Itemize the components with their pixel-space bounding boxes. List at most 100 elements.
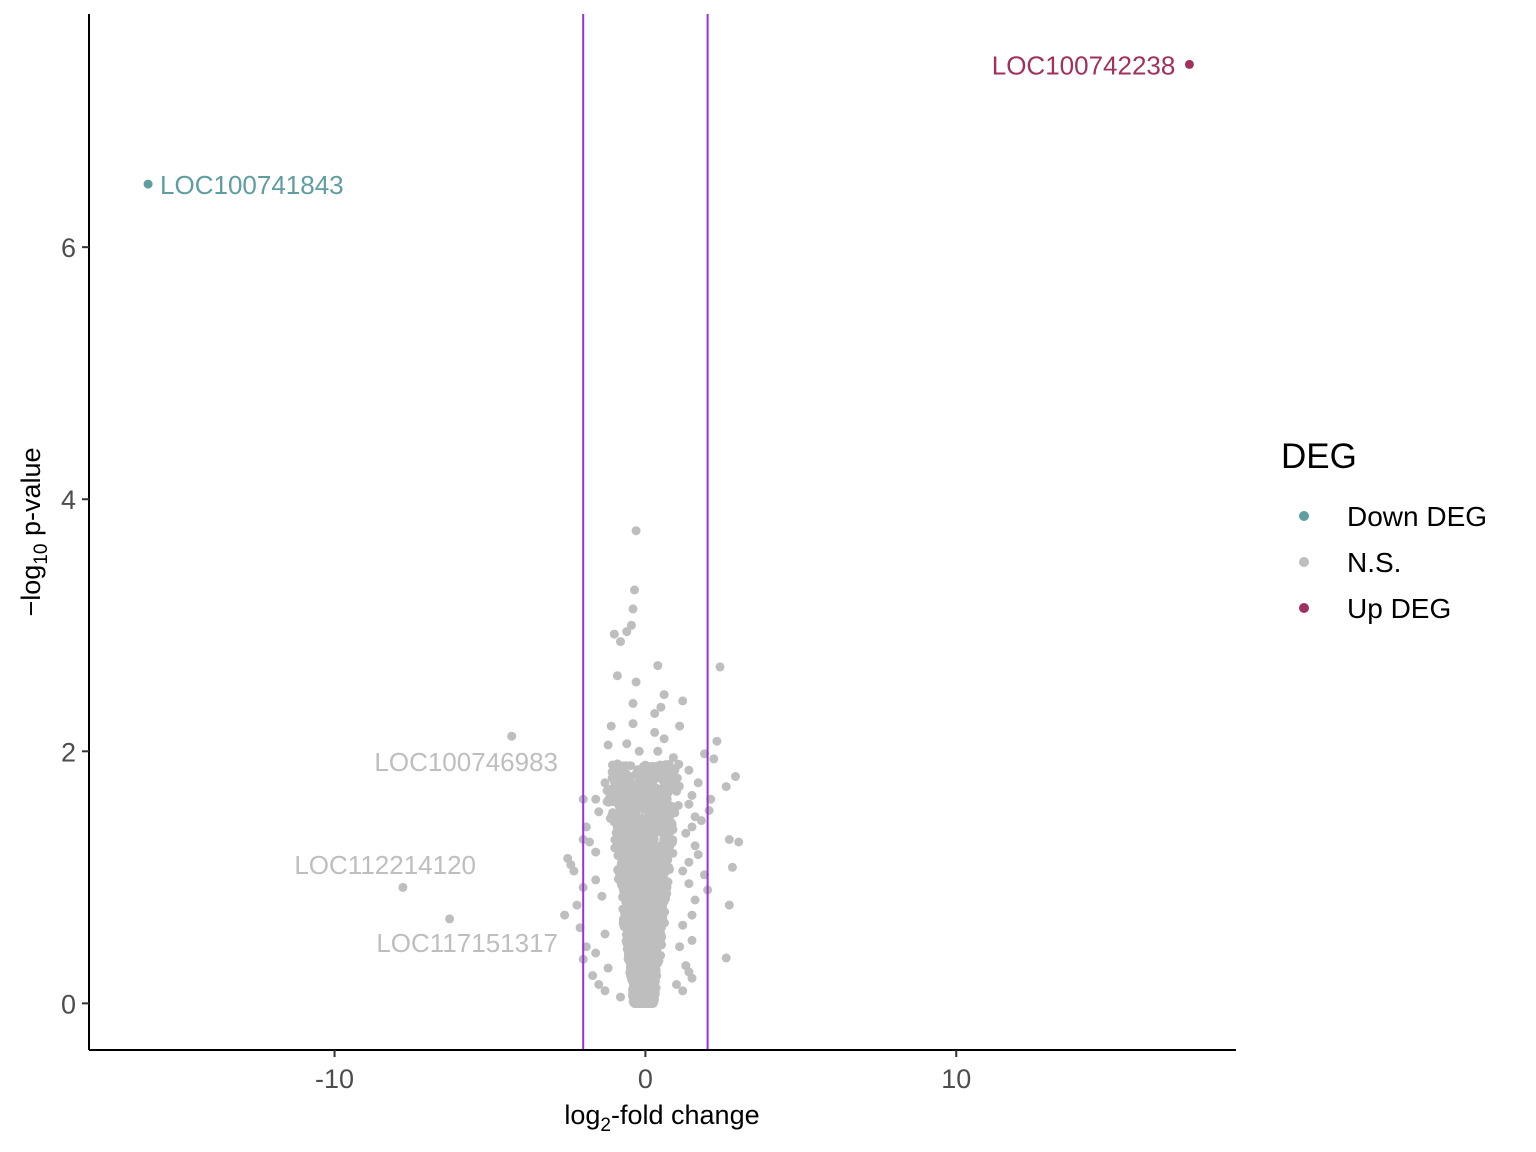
ns-point <box>639 761 649 771</box>
ns-point <box>653 801 663 811</box>
ns-point <box>660 814 670 824</box>
ns-point <box>640 820 650 830</box>
ns-point <box>715 662 725 672</box>
ns-point <box>612 759 622 769</box>
ns-point <box>652 895 662 905</box>
ns-point <box>660 830 670 840</box>
point-label: LOC100742238 <box>992 50 1176 80</box>
ns-point <box>724 900 734 910</box>
ns-point <box>636 904 646 914</box>
ns-point <box>664 759 674 769</box>
ns-point <box>659 690 669 700</box>
threshold-lines <box>582 14 709 1050</box>
ns-point <box>642 927 652 936</box>
ns-point <box>610 791 620 801</box>
ns-point <box>628 719 638 729</box>
ns-point <box>622 627 632 637</box>
legend-items: Down DEG N.S. Up DEG <box>1299 501 1487 624</box>
ns-point <box>638 804 648 814</box>
ns-point <box>684 857 694 867</box>
ns-point <box>681 828 691 838</box>
ns-point <box>619 842 629 852</box>
ns-point <box>672 773 682 783</box>
ns-point <box>620 909 630 919</box>
ns-point <box>609 817 619 827</box>
ns-point <box>678 866 688 876</box>
ns-point <box>653 746 663 756</box>
ns-point <box>633 924 642 934</box>
ns-point <box>569 866 579 876</box>
ns-point <box>640 864 650 874</box>
legend-label: Up DEG <box>1347 593 1451 624</box>
ns-point <box>662 844 672 854</box>
ns-deg-point <box>398 882 408 892</box>
ns-point <box>668 753 678 763</box>
ns-point <box>650 727 660 737</box>
ns-point <box>609 629 619 639</box>
ns-point <box>655 931 665 941</box>
ns-point <box>678 920 688 930</box>
x-tick-label: 0 <box>638 1064 653 1094</box>
ns-point <box>619 769 629 779</box>
ns-point <box>634 966 644 976</box>
ns-point <box>597 891 607 901</box>
ns-point <box>704 806 714 815</box>
ns-point <box>591 847 601 857</box>
ns-point <box>668 767 678 777</box>
ns-point <box>572 900 582 910</box>
ns-point <box>630 893 640 903</box>
tick-marks: -10 0 10 0 2 4 6 <box>61 233 971 1094</box>
ns-point <box>606 721 616 731</box>
point-label: LOC100746983 <box>374 747 558 777</box>
ns-point <box>653 661 663 671</box>
ns-point <box>626 620 636 630</box>
ns-point <box>678 696 688 706</box>
ns-point <box>634 883 644 893</box>
legend: DEG Down DEG N.S. Up DEG <box>1281 437 1487 624</box>
ns-point <box>721 953 731 963</box>
ns-point <box>731 772 740 781</box>
ns-point <box>647 902 657 912</box>
ns-point <box>616 992 625 1002</box>
ns-point <box>610 843 620 853</box>
y-axis-title-subscript: 10 <box>31 544 52 565</box>
ns-point <box>657 764 667 773</box>
y-tick-label: 4 <box>61 485 76 515</box>
ns-point <box>659 734 669 744</box>
ns-point <box>600 778 610 788</box>
ns-point <box>652 971 662 981</box>
ns-point <box>670 808 680 818</box>
ns-point <box>659 774 669 784</box>
ns-point <box>649 942 659 952</box>
ns-point <box>693 778 703 788</box>
ns-point <box>639 991 649 1001</box>
ns-point <box>690 895 700 905</box>
point-label: LOC117151317 <box>376 928 558 958</box>
ns-point <box>647 861 657 871</box>
point-label: LOC112214120 <box>294 850 476 880</box>
ns-point <box>693 850 703 860</box>
ns-point <box>631 526 641 536</box>
ns-point <box>614 801 624 811</box>
ns-point <box>712 736 722 746</box>
ns-point <box>687 910 697 920</box>
ns-point <box>675 721 685 731</box>
ns-point <box>639 835 649 845</box>
ns-point <box>647 831 657 841</box>
ns-point <box>612 671 622 681</box>
ns-point <box>600 986 610 996</box>
ns-point <box>626 815 636 825</box>
up-deg-point <box>1184 59 1194 69</box>
ns-point <box>637 774 647 784</box>
data-points <box>143 59 1194 1002</box>
ns-point <box>591 794 601 804</box>
ns-point <box>627 797 637 807</box>
legend-label: Down DEG <box>1347 501 1487 532</box>
ns-point <box>690 841 700 851</box>
ns-point <box>687 790 697 800</box>
ns-point <box>618 861 627 871</box>
legend-key <box>1299 511 1309 521</box>
ns-point <box>628 604 638 614</box>
ns-deg-point <box>507 731 517 741</box>
